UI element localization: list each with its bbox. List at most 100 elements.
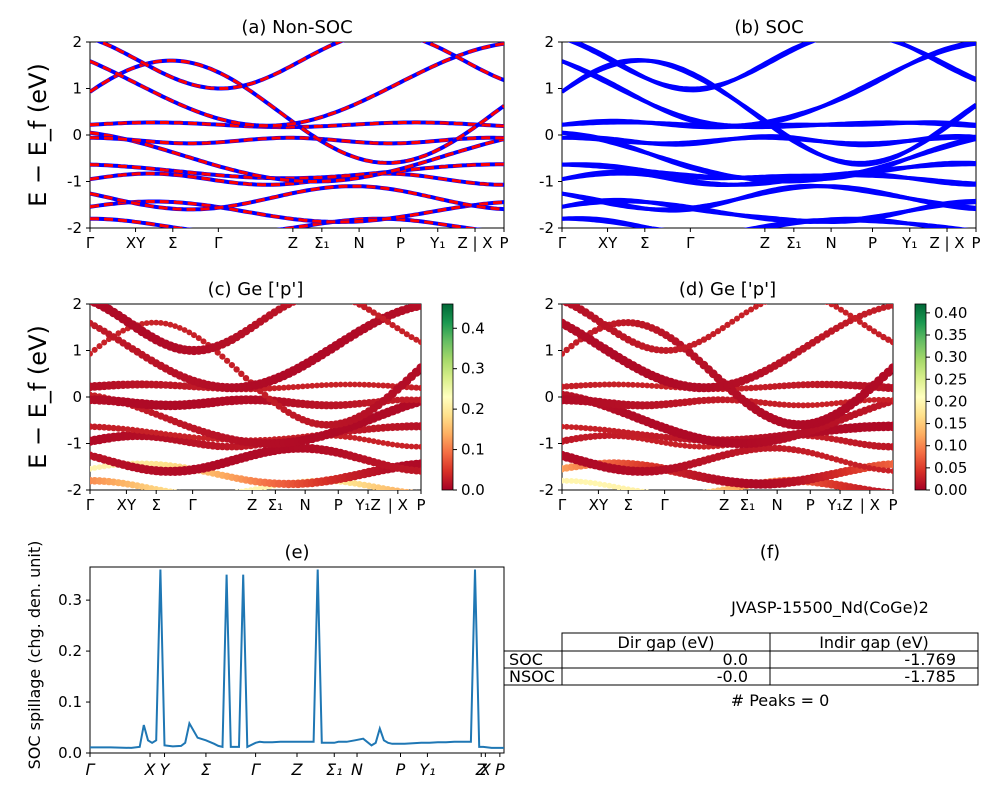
band-point <box>389 322 396 329</box>
y-tick-label: 2 <box>544 33 554 51</box>
band-point <box>701 443 707 450</box>
band-point <box>176 432 183 439</box>
band-point <box>582 382 589 389</box>
band-point <box>875 396 882 403</box>
x-tick-label: Z <box>247 496 257 514</box>
band-point <box>842 309 849 316</box>
band-point <box>568 382 575 390</box>
band-point <box>645 489 649 490</box>
band-point <box>630 381 636 388</box>
band-point <box>639 488 645 490</box>
band-point <box>615 428 622 435</box>
x-tick-label: Γ <box>86 496 95 514</box>
band-point <box>880 304 887 311</box>
colorbar-tick-label: 0.15 <box>934 415 967 433</box>
band-point <box>677 491 683 497</box>
x-tick-label: Γ <box>214 234 223 252</box>
colorbar-tick-label: 0.20 <box>934 392 967 410</box>
colorbar-tick-label: 0.35 <box>934 326 967 344</box>
band-point <box>157 461 165 468</box>
band-point <box>757 304 764 308</box>
band-point <box>890 397 893 403</box>
band-point <box>143 320 150 326</box>
band-point <box>658 383 665 390</box>
band-point <box>823 401 830 407</box>
table-cell: -1.769 <box>904 650 956 669</box>
band-point <box>90 304 93 305</box>
x-tick-label: Z <box>475 760 488 779</box>
band-point <box>800 402 807 409</box>
band-line-nsoc <box>90 171 504 187</box>
band-point <box>691 443 698 450</box>
band-point <box>734 315 740 322</box>
band-point <box>748 306 755 313</box>
band-point <box>800 292 806 298</box>
band-point <box>654 491 660 497</box>
band-point <box>403 331 410 338</box>
band-point <box>243 487 249 490</box>
bands <box>90 42 504 228</box>
band-point <box>620 381 627 388</box>
band-line-nsoc <box>90 216 483 228</box>
band-point <box>767 400 774 407</box>
band-point <box>762 383 769 391</box>
band-line-soc <box>562 42 976 128</box>
band-point <box>91 423 98 431</box>
band-point <box>148 429 155 436</box>
band-point <box>724 396 731 404</box>
band-point <box>649 490 655 496</box>
band-point <box>375 312 382 319</box>
band-point <box>280 384 287 391</box>
band-point <box>266 395 274 403</box>
band-point <box>413 336 420 343</box>
band-point <box>229 490 235 496</box>
band-point <box>838 399 844 406</box>
band-point <box>706 488 712 490</box>
band-point <box>228 362 235 369</box>
band-point <box>346 479 354 486</box>
band-point <box>686 443 693 450</box>
y-axis-label: SOC spillage (chg. den. unit) <box>25 541 44 770</box>
band-point <box>828 455 835 462</box>
band-point <box>408 396 415 404</box>
y-tick-label: -2 <box>539 219 554 237</box>
band-point <box>852 315 859 322</box>
band-point <box>743 309 750 316</box>
table-row <box>503 667 979 686</box>
band-point <box>682 491 688 497</box>
band-point <box>805 293 811 299</box>
band-point <box>157 430 164 437</box>
band-point <box>220 491 226 497</box>
band-point <box>842 459 849 466</box>
band-point <box>677 442 684 448</box>
band-point <box>833 304 840 310</box>
x-tick-label: | X <box>388 496 408 514</box>
band-point <box>648 382 655 389</box>
x-tick-label: Γ <box>86 234 95 252</box>
y-tick-label: -1 <box>539 435 554 453</box>
band-point <box>408 334 415 341</box>
x-tick-label: N <box>825 234 836 252</box>
band-point <box>838 306 844 313</box>
band-point <box>796 292 802 298</box>
band-point <box>290 384 297 391</box>
x-tick-label: Y <box>160 760 171 779</box>
band-point <box>634 382 641 388</box>
x-tick-label: Y₁ <box>429 234 445 252</box>
band-point <box>120 425 127 432</box>
band-point <box>866 397 873 403</box>
band-point <box>91 465 98 471</box>
band-point <box>856 462 863 469</box>
band-line-soc <box>562 160 976 181</box>
colorbar-tick-label: 0.1 <box>461 441 485 459</box>
band-point <box>762 399 769 407</box>
y-tick-label: -2 <box>67 219 82 237</box>
band-point <box>224 491 230 497</box>
band-point <box>809 402 816 408</box>
band-point <box>101 339 108 346</box>
band-point <box>399 328 406 335</box>
y-tick-label: 1 <box>72 342 82 360</box>
x-tick-label: X <box>144 760 157 779</box>
x-tick-label: Σ <box>640 234 649 252</box>
band-point <box>738 312 745 319</box>
